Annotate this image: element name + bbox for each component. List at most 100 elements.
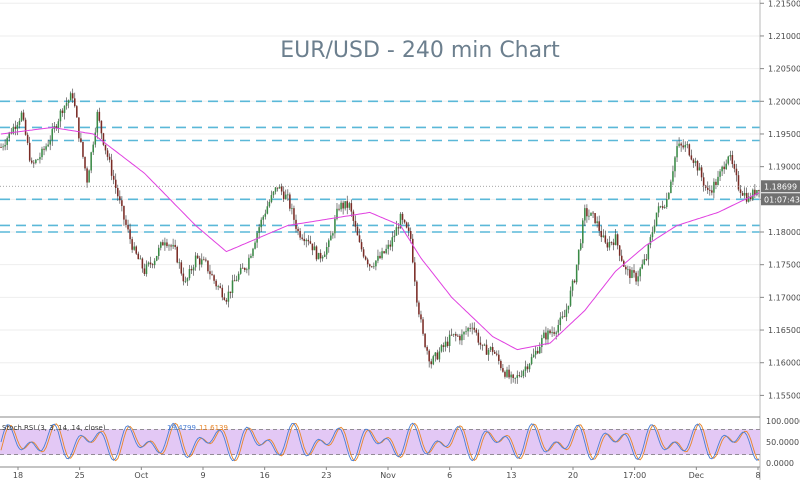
candle-body [438,351,441,360]
candle-body [606,242,609,248]
candle-body [108,156,111,160]
candle-body [514,377,516,379]
candle-body [186,278,189,282]
candle-body [73,98,76,107]
candle-body [416,281,418,303]
price-tag-label: 1.18699 [764,182,797,191]
candle-body [59,110,62,122]
candle-body [446,341,449,347]
y-tick-label: 1.16500 [768,326,800,335]
candle-body [41,148,43,158]
candle-body [518,375,521,377]
candle-body [745,192,748,202]
candle-body [121,200,123,206]
price-tags: 1.18699 01:07:43 [761,180,800,206]
candle-body [30,160,33,163]
candle-body [520,376,523,377]
candle-body [133,246,135,250]
candle-body [479,342,482,345]
candle-body [442,345,445,347]
candle-body [508,369,510,378]
candle-body [375,260,377,267]
candle-body [559,317,562,326]
x-tick-label: 9 [200,471,205,480]
candle-body [666,199,668,207]
candle-body [455,333,457,336]
candle-body [360,242,363,250]
candle-body [106,150,109,157]
candle-body [631,270,633,278]
candle-body [18,120,21,125]
y-tick-label: 1.20500 [768,65,800,74]
candle-body [459,335,461,341]
candle-body [356,226,359,236]
candle-body [227,291,230,302]
candle-body [6,138,8,145]
candle-body [43,148,45,150]
candle-body [71,93,74,99]
candle-body [422,319,424,334]
candle-body [305,239,308,242]
candle-body [332,233,334,236]
candle-body [418,302,420,315]
candle-body [551,332,553,334]
candle-body [719,171,721,177]
x-tick-label: 20 [568,471,578,480]
candle-body [633,270,635,273]
candle-body [149,262,152,265]
candle-body [37,159,39,161]
candle-body [129,229,131,240]
candle-body [338,208,340,210]
candle-body [26,134,29,143]
candle-body [313,246,316,251]
y-tick-label: 1.21500 [768,0,800,8]
candle-body [686,144,689,146]
stoch-y-tick-label: 100.0000 [766,417,800,426]
candle-body [448,334,451,347]
candle-body [647,244,650,260]
candle-body [67,100,70,104]
candle-body [534,350,537,355]
candle-body [725,163,727,170]
candle-body [112,175,115,180]
candle-body [436,352,439,360]
y-tick-label: 1.21000 [768,32,800,41]
candle-body [14,126,17,129]
candle-body [323,254,326,257]
candle-body [698,167,701,171]
candle-body [498,354,500,361]
candle-body [543,332,545,339]
candle-body [162,242,164,246]
candle-body [137,253,140,260]
candle-body [55,126,58,129]
candle-body [450,334,453,336]
candle-body [756,190,758,196]
candle-body [47,144,49,147]
candle-body [549,330,551,334]
candle-body [258,227,260,233]
candle-body [747,196,750,202]
candle-body [700,167,703,178]
candle-body [522,370,525,377]
candle-body [491,346,494,352]
candle-body [8,132,10,139]
candle-body [627,269,629,271]
candle-body [178,262,181,264]
candle-body [16,124,19,129]
candle-body [35,159,37,163]
candle-body [69,93,72,101]
time-tag-box [761,193,800,206]
candle-body [147,262,150,265]
candle-body [614,234,617,245]
candle-body [104,144,107,151]
candle-body [319,252,322,259]
candle-body [629,269,631,278]
candle-body [639,268,641,277]
candle-body [207,260,209,272]
candle-body [682,145,684,148]
x-axis: 18 25 Oct 9 16 23 Nov 6 13 20 17:00 Dec 8 [0,466,761,480]
y-tick-label: 1.19500 [768,130,800,139]
grid [0,2,760,396]
candle-body [577,249,580,265]
candle-body [737,175,740,190]
